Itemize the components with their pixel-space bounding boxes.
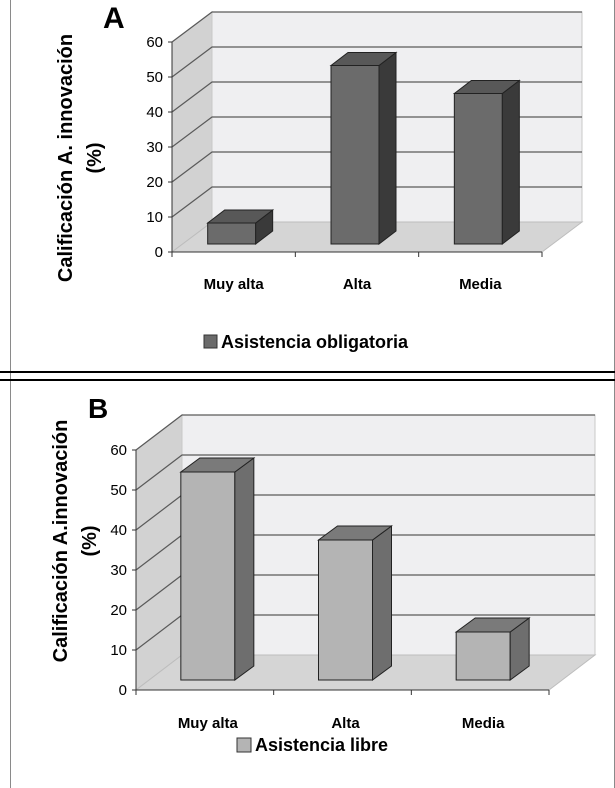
bar-top — [179, 457, 256, 473]
bar-side — [234, 457, 255, 681]
divider-line-1 — [0, 371, 615, 373]
bar-face — [180, 471, 236, 681]
y-tick-label: 10 — [146, 209, 163, 226]
y-axis-title-a-line2: (%) — [84, 142, 106, 173]
y-tick-label: 30 — [110, 562, 127, 579]
y-tick-label: 40 — [146, 104, 163, 121]
bar-face — [453, 93, 503, 245]
y-tick-label: 60 — [146, 34, 163, 51]
bar-top — [206, 209, 275, 224]
chart-a-plot-area: 0 10 20 30 40 50 60 Muy alta Alta Media — [146, 11, 584, 293]
frame-left-border — [10, 0, 11, 788]
bar-face — [207, 222, 257, 245]
y-axis-title-a-line1: Calificación A. innovación — [55, 34, 77, 282]
bar-side — [378, 51, 397, 246]
legend-label-b: Asistencia libre — [255, 735, 388, 755]
x-tick-label: Muy alta — [178, 715, 239, 732]
bar-top — [316, 525, 394, 541]
y-tick-label: 30 — [146, 139, 163, 156]
bar-face — [455, 631, 511, 681]
y-tick-label: 20 — [146, 174, 163, 191]
gridline — [135, 454, 595, 491]
y-tick-label: 0 — [119, 682, 127, 699]
panel-label-b: B — [88, 393, 108, 424]
chart-b: 0 10 20 30 40 50 60 Muy alta Alta Media B Calific… — [50, 393, 597, 755]
x-tick-label: Alta — [343, 276, 372, 293]
gridline — [171, 46, 582, 78]
x-tick-label: Media — [459, 276, 502, 293]
bar-side — [501, 79, 520, 246]
y-axis-title-b-line2: (%) — [79, 525, 101, 556]
y-tick-label: 50 — [110, 482, 127, 499]
bar-top — [454, 617, 531, 633]
divider-line-2 — [0, 379, 615, 381]
y-tick-label: 60 — [110, 442, 127, 459]
gridline — [135, 414, 595, 451]
bar-side — [372, 525, 392, 681]
x-tick-label: Alta — [331, 715, 360, 732]
gridline — [171, 11, 582, 43]
y-tick-label: 40 — [110, 522, 127, 539]
legend-swatch-a — [203, 334, 218, 349]
bar-top — [452, 80, 521, 94]
y-axis-title-b-line1: Calificación A.innovación — [50, 420, 72, 663]
y-tick-label: 50 — [146, 69, 163, 86]
bar-face — [330, 65, 380, 245]
y-tick-label: 10 — [110, 642, 127, 659]
gridline — [171, 81, 582, 113]
y-tick-label: 20 — [110, 602, 127, 619]
legend-label-a: Asistencia obligatoria — [221, 332, 409, 352]
x-tick-label: Muy alta — [204, 276, 265, 293]
bar-top — [329, 52, 398, 66]
x-tick-label: Media — [462, 715, 505, 732]
chart-a: 0 10 20 30 40 50 60 Muy alta Alta Media A Calific… — [55, 2, 584, 352]
legend-swatch-b — [236, 737, 252, 753]
y-tick-label: 0 — [155, 244, 163, 261]
panel-label-a: A — [103, 2, 125, 35]
chart-b-plot-area: 0 10 20 30 40 50 60 Muy alta Alta Media — [110, 413, 597, 732]
bar-face — [318, 539, 373, 681]
